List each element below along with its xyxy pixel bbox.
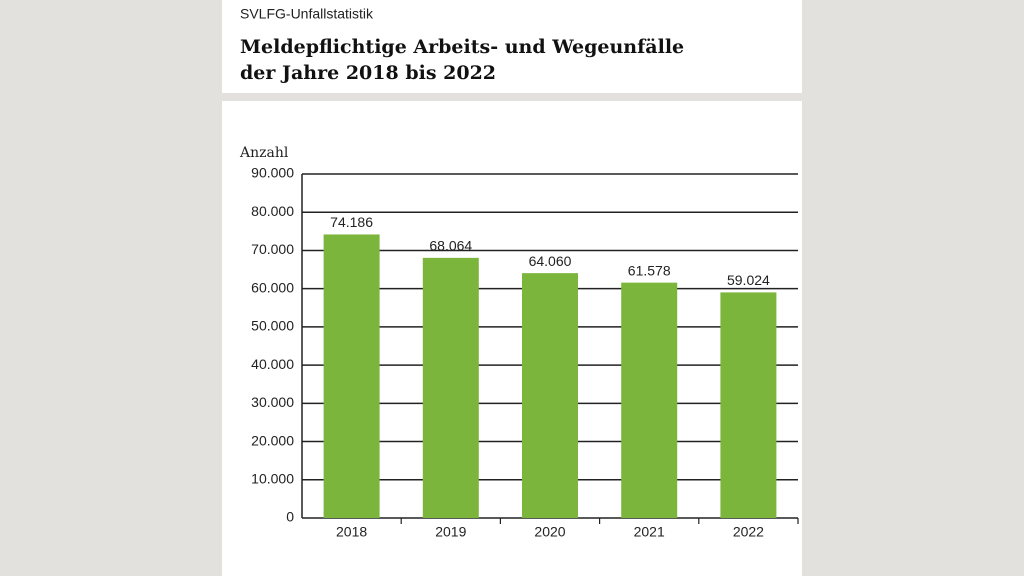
header-card	[222, 0, 802, 93]
bar	[720, 292, 777, 518]
x-tick-label: 2019	[435, 524, 466, 540]
y-tick-label: 0	[286, 509, 294, 525]
y-tick-label: 70.000	[251, 241, 294, 257]
y-tick-label: 80.000	[251, 203, 294, 219]
value-label: 59.024	[727, 272, 770, 288]
x-tick-label: 2021	[634, 524, 665, 540]
y-tick-label: 30.000	[251, 394, 294, 410]
y-tick-label: 50.000	[251, 318, 294, 334]
chart-card	[222, 101, 802, 576]
chart-title: Meldepflichtige Arbeits- und Wegeunfälle	[240, 36, 684, 58]
value-label: 64.060	[529, 253, 572, 269]
bar	[323, 234, 380, 518]
value-label: 61.578	[628, 262, 671, 278]
bar	[422, 257, 479, 518]
x-tick-label: 2020	[534, 524, 565, 540]
y-tick-label: 60.000	[251, 279, 294, 295]
x-tick-label: 2018	[336, 524, 367, 540]
y-tick-label: 20.000	[251, 432, 294, 448]
bar	[522, 273, 578, 518]
y-tick-label: 40.000	[251, 356, 294, 372]
y-tick-label: 90.000	[251, 165, 294, 181]
y-axis-label: Anzahl	[239, 145, 289, 161]
x-tick-label: 2022	[733, 524, 764, 540]
bar	[621, 282, 678, 518]
kicker: SVLFG-Unfallstatistik	[240, 6, 374, 22]
value-label: 74.186	[330, 214, 373, 230]
chart-title: der Jahre 2018 bis 2022	[240, 62, 496, 84]
value-label: 68.064	[429, 238, 472, 254]
y-tick-label: 10.000	[251, 470, 294, 486]
